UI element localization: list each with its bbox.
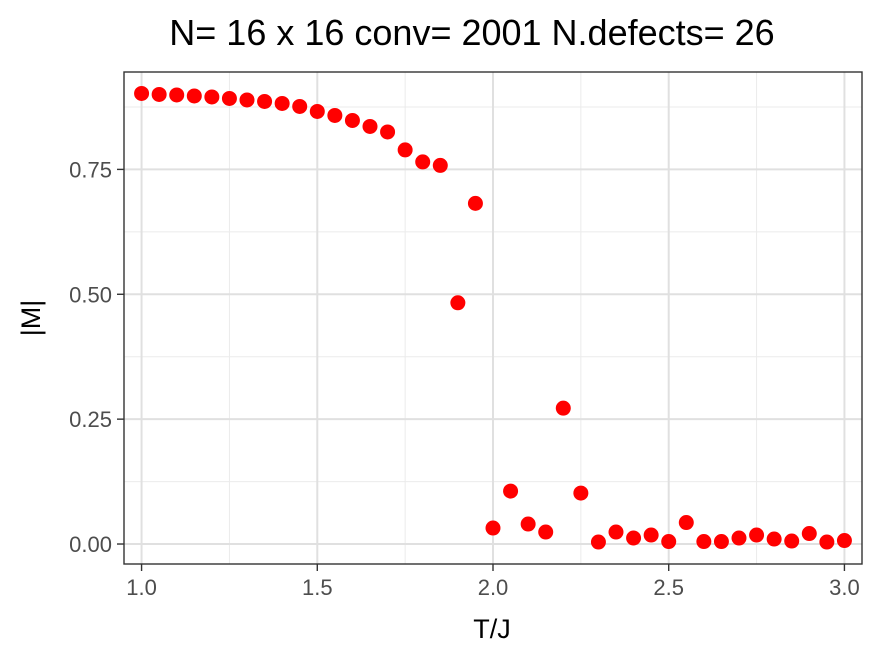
data-point — [327, 107, 343, 123]
data-point — [520, 516, 536, 532]
y-tick-label: 0.75 — [69, 157, 112, 182]
data-point — [257, 93, 273, 109]
data-point — [661, 534, 677, 550]
axes: 1.0 1.5 2.0 2.5 3.0 0.00 0.25 0.50 0.75 — [69, 157, 860, 600]
y-tick-label: 0.50 — [69, 282, 112, 307]
chart-title: N= 16 x 16 conv= 2001 N.defects= 26 — [169, 12, 774, 53]
data-points — [134, 85, 852, 550]
data-point — [432, 157, 448, 173]
data-point — [309, 103, 325, 119]
data-point — [766, 531, 782, 547]
data-point — [713, 534, 729, 550]
data-point — [819, 534, 835, 550]
data-point — [344, 112, 360, 128]
data-point — [696, 534, 712, 550]
data-point — [749, 527, 765, 543]
data-point — [186, 88, 202, 104]
x-tick-label: 2.5 — [653, 575, 684, 600]
data-point — [538, 524, 554, 540]
x-tick-label: 2.0 — [478, 575, 509, 600]
data-point — [608, 524, 624, 540]
data-point — [467, 195, 483, 211]
data-point — [573, 485, 589, 501]
data-point — [397, 142, 413, 158]
x-tick-label: 1.5 — [302, 575, 333, 600]
x-tick-label: 3.0 — [829, 575, 860, 600]
data-point — [801, 526, 817, 542]
data-point — [784, 533, 800, 549]
data-point — [678, 515, 694, 531]
data-point — [169, 87, 185, 103]
x-axis-title: T/J — [473, 614, 511, 644]
data-point — [292, 98, 308, 114]
data-point — [590, 534, 606, 550]
data-point — [362, 118, 378, 134]
data-point — [239, 92, 255, 108]
data-point — [626, 530, 642, 546]
y-tick-label: 0.25 — [69, 407, 112, 432]
x-tick-label: 1.0 — [126, 575, 157, 600]
data-point — [204, 89, 220, 105]
y-tick-label: 0.00 — [69, 532, 112, 557]
data-point — [731, 530, 747, 546]
data-point — [151, 86, 167, 102]
data-point — [836, 533, 852, 549]
data-point — [221, 90, 237, 106]
data-point — [555, 400, 571, 416]
data-point — [415, 154, 431, 170]
data-point — [643, 527, 659, 543]
data-point — [450, 295, 466, 311]
data-point — [380, 124, 396, 140]
data-point — [274, 95, 290, 111]
y-axis-title: |M| — [16, 300, 46, 337]
data-point — [485, 520, 501, 536]
data-point — [503, 483, 519, 499]
data-point — [134, 85, 150, 101]
